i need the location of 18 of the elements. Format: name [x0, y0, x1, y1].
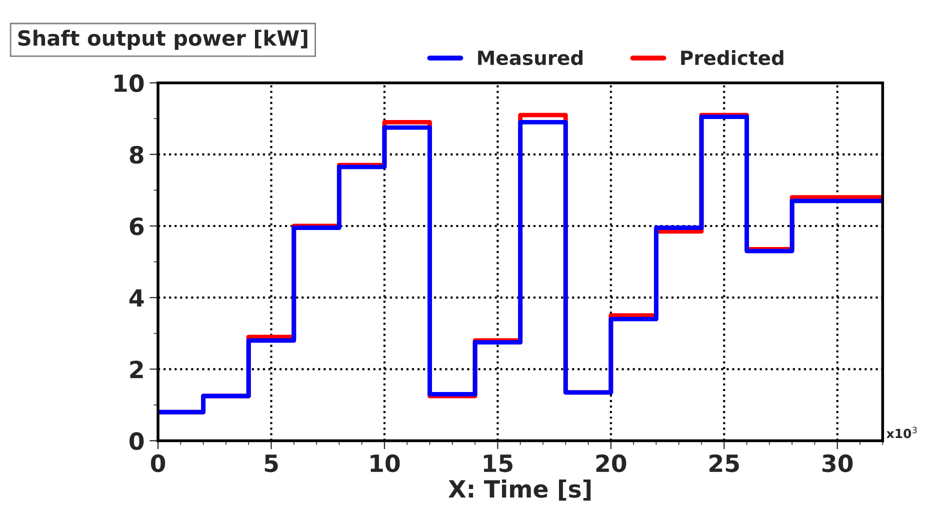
x-tick-label: 15 — [484, 454, 512, 472]
chart-title: Shaft output power [kW] — [18, 30, 308, 50]
x-tick-label: 0 — [150, 454, 166, 472]
x-axis-title: X: Time [s] — [448, 480, 591, 501]
x-tick-label: 30 — [822, 454, 853, 472]
x-tick-label: 20 — [596, 454, 626, 472]
x-tick-label: 25 — [710, 454, 739, 472]
y-tick-label: 4 — [129, 289, 144, 307]
x-tick-label: 5 — [264, 454, 278, 472]
y-tick-label: 8 — [130, 146, 144, 164]
y-tick-label: 6 — [130, 217, 144, 236]
y-tick-label: 10 — [114, 74, 144, 92]
legend-label: Measured — [478, 50, 582, 66]
y-tick-label: 2 — [130, 360, 143, 378]
y-tick-label: 0 — [130, 432, 144, 450]
x-tick-label: 10 — [370, 454, 400, 472]
legend-label: Predicted — [681, 50, 784, 66]
text: x10$^{3}$ — [886, 426, 917, 438]
